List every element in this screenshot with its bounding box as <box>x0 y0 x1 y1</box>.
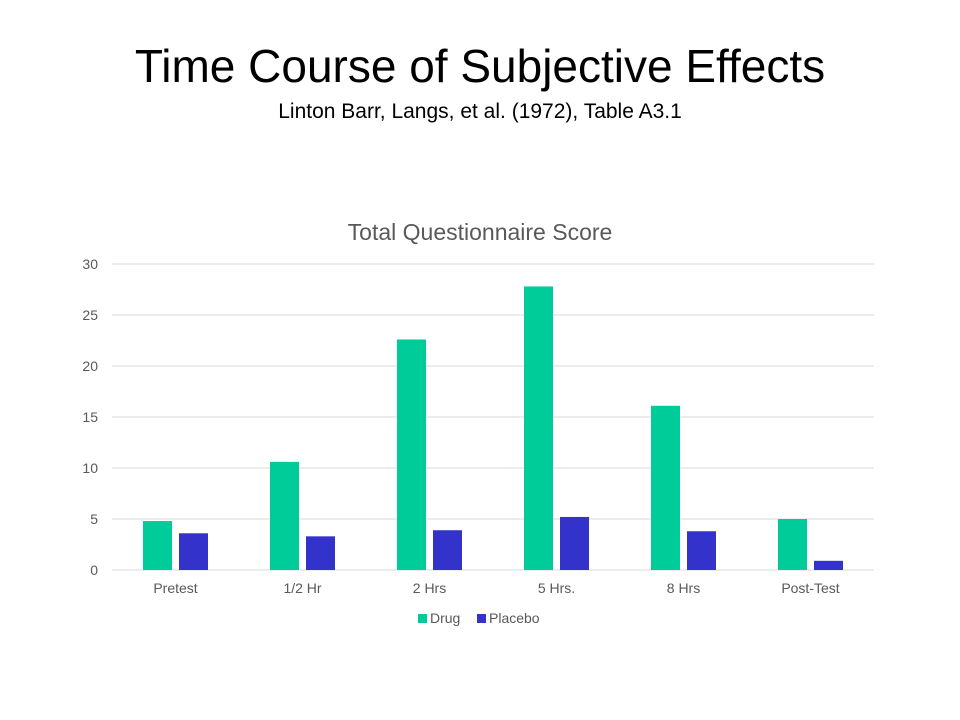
legend-label-drug: Drug <box>430 610 460 626</box>
y-tick-label: 25 <box>82 307 98 323</box>
x-tick-label: 2 Hrs <box>413 580 446 596</box>
bar-placebo <box>814 560 843 570</box>
legend-swatch-placebo <box>477 614 486 623</box>
bar-placebo <box>433 530 462 570</box>
y-axis-tick-labels: 0 5 10 15 20 25 30 <box>82 256 98 578</box>
legend: Drug Placebo <box>418 610 540 626</box>
bar-drug <box>143 521 172 570</box>
bar-drug <box>270 461 299 570</box>
bar-placebo <box>179 533 208 570</box>
legend-swatch-drug <box>418 614 427 623</box>
legend-label-placebo: Placebo <box>489 610 540 626</box>
x-tick-label: Post-Test <box>781 580 839 596</box>
gridlines <box>112 263 874 571</box>
slide-subtitle: Linton Barr, Langs, et al. (1972), Table… <box>278 100 682 123</box>
bar-drug <box>778 519 807 570</box>
y-tick-label: 0 <box>90 562 98 578</box>
bar-drug <box>651 405 680 570</box>
x-tick-label: 8 Hrs <box>667 580 700 596</box>
y-tick-label: 20 <box>82 358 98 374</box>
y-tick-label: 5 <box>90 511 98 527</box>
bar-placebo <box>687 531 716 570</box>
y-tick-label: 30 <box>82 256 98 272</box>
bar-drug <box>397 339 426 570</box>
x-axis-tick-labels: Pretest 1/2 Hr 2 Hrs 5 Hrs. 8 Hrs Post-Test <box>153 580 839 596</box>
x-tick-label: Pretest <box>153 580 197 596</box>
bar-drug <box>524 286 553 570</box>
bar-placebo <box>306 536 335 570</box>
y-tick-label: 10 <box>82 460 98 476</box>
bars <box>143 286 843 570</box>
y-tick-label: 15 <box>82 409 98 425</box>
x-tick-label: 1/2 Hr <box>283 580 321 596</box>
x-tick-label: 5 Hrs. <box>538 580 575 596</box>
chart-title: Total Questionnaire Score <box>348 219 613 245</box>
bar-placebo <box>560 516 589 570</box>
slide-title: Time Course of Subjective Effects <box>134 40 826 92</box>
